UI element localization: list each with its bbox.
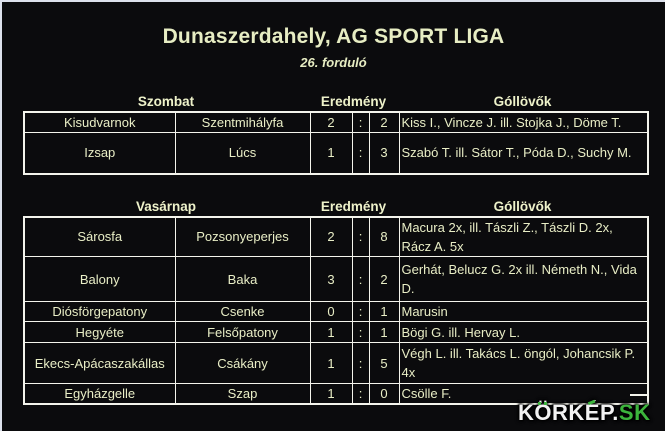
home-score: 1 [309, 342, 353, 384]
result-header: Eredmény [320, 94, 387, 109]
watermark-tld: SK [618, 400, 651, 425]
score-separator: : [351, 301, 370, 322]
away-team: Pozsonyeperjes [174, 216, 311, 257]
scorers-header: Góllövők [493, 198, 552, 214]
watermark-line-decoration [630, 394, 647, 396]
score-separator: : [351, 216, 370, 257]
home-team: Ekecs-Apácaszakállas [23, 342, 176, 384]
away-score: 2 [368, 111, 400, 133]
home-team: Balony [23, 256, 176, 302]
watermark-site-name: KÖRKÉP [518, 400, 613, 425]
score-separator: : [351, 342, 370, 384]
goal-scorers: Macura 2x, ill. Tászli Z., Tászli D. 2x,… [398, 216, 649, 257]
watermark-umlaut-decoration [538, 402, 541, 405]
home-score: 1 [309, 132, 353, 174]
day-header: Szombat [137, 94, 195, 109]
home-team: Diósförgepatony [23, 301, 176, 322]
away-score: 8 [368, 216, 400, 257]
home-team: Hegyéte [23, 321, 176, 343]
match-row: Egyházgelle Szap 1 : 0 Csölle F. [23, 383, 649, 405]
watermark-dot: . [612, 400, 619, 425]
away-score: 0 [368, 383, 400, 405]
day-header: Vasárnap [135, 198, 197, 214]
home-score: 1 [309, 383, 353, 405]
goal-scorers: Csölle F. [398, 383, 649, 405]
match-row: Kisudvarnok Szentmihályfa 2 : 2 Kiss I.,… [23, 111, 649, 133]
result-header: Eredmény [320, 198, 387, 214]
results-section: Vasárnap Eredmény Góllövők Sárosfa Pozso… [2, 199, 665, 405]
home-score: 2 [309, 111, 353, 133]
home-score: 1 [309, 321, 353, 343]
away-score: 5 [368, 342, 400, 384]
score-separator: : [351, 132, 370, 174]
korkep-watermark: KÖRKÉP.SK [518, 399, 651, 426]
score-separator: : [351, 256, 370, 302]
away-team: Szentmihályfa [174, 111, 311, 133]
home-score: 0 [309, 301, 353, 322]
away-team: Baka [174, 256, 311, 302]
home-team: Egyházgelle [23, 383, 176, 405]
away-team: Szap [174, 383, 311, 405]
results-table: Kisudvarnok Szentmihályfa 2 : 2 Kiss I.,… [23, 111, 649, 175]
page-title: Dunaszerdahely, AG SPORT LIGA [162, 25, 505, 48]
match-row: Sárosfa Pozsonyeperjes 2 : 8 Macura 2x, … [23, 216, 649, 257]
column-headers: Szombat Eredmény Góllövők [23, 94, 647, 109]
results-section: Szombat Eredmény Góllövők Kisudvarnok Sz… [2, 94, 665, 175]
goal-scorers: Végh L. ill. Takács L. öngól, Johancsik … [398, 342, 649, 384]
goal-scorers: Bögi G. ill. Hervay L. [398, 321, 649, 343]
score-separator: : [351, 321, 370, 343]
results-table: Sárosfa Pozsonyeperjes 2 : 8 Macura 2x, … [23, 215, 649, 405]
home-score: 3 [309, 256, 353, 302]
match-row: Ekecs-Apácaszakállas Csákány 1 : 5 Végh … [23, 342, 649, 384]
away-team: Csenke [174, 301, 311, 322]
score-separator: : [351, 383, 370, 405]
results-sections: Szombat Eredmény Góllövők Kisudvarnok Sz… [2, 94, 665, 405]
away-team: Lúcs [174, 132, 311, 174]
away-score: 3 [368, 132, 400, 174]
match-row: Hegyéte Felsőpatony 1 : 1 Bögi G. ill. H… [23, 321, 649, 343]
away-team: Csákány [174, 342, 311, 384]
goal-scorers: Gerhát, Belucz G. 2x ill. Németh N., Vid… [398, 256, 649, 302]
column-headers: Vasárnap Eredmény Góllövők [23, 199, 647, 214]
page-subtitle: 26. forduló [300, 55, 367, 70]
goal-scorers: Szabó T. ill. Sátor T., Póda D., Suchy M… [398, 132, 649, 174]
home-team: Izsap [23, 132, 176, 174]
away-team: Felsőpatony [174, 321, 311, 343]
home-team: Kisudvarnok [23, 111, 176, 133]
match-row: Diósförgepatony Csenke 0 : 1 Marusin [23, 301, 649, 322]
match-row: Balony Baka 3 : 2 Gerhát, Belucz G. 2x i… [23, 256, 649, 302]
scorers-header: Góllövők [493, 94, 552, 109]
home-score: 2 [309, 216, 353, 257]
match-row: Izsap Lúcs 1 : 3 Szabó T. ill. Sátor T.,… [23, 132, 649, 174]
home-team: Sárosfa [23, 216, 176, 257]
goal-scorers: Kiss I., Vincze J. ill. Stojka J., Döme … [398, 111, 649, 133]
score-separator: : [351, 111, 370, 133]
goal-scorers: Marusin [398, 301, 649, 322]
away-score: 1 [368, 301, 400, 322]
away-score: 2 [368, 256, 400, 302]
away-score: 1 [368, 321, 400, 343]
